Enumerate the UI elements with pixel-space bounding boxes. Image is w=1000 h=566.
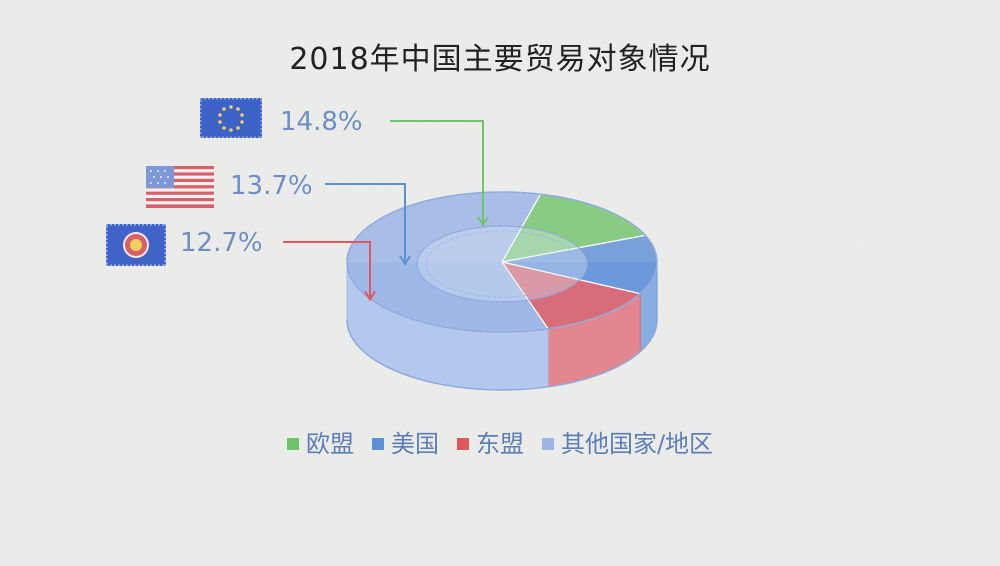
pie-top-face bbox=[346, 191, 658, 333]
legend-item-3: 其他国家/地区 bbox=[541, 424, 714, 459]
pie-top-rim bbox=[346, 191, 658, 333]
eu-percent-label: 14.8% bbox=[280, 107, 363, 137]
inner-ring-inner bbox=[425, 230, 579, 298]
leader-line-2 bbox=[283, 241, 371, 300]
legend-item-0: 欧盟 bbox=[286, 424, 354, 459]
asean-percent-label: 12.7% bbox=[180, 228, 263, 258]
asean-flag-icon bbox=[106, 224, 166, 266]
pie-inner-ring bbox=[416, 225, 588, 303]
leader-line-0 bbox=[390, 120, 484, 226]
legend-label-3: 其他国家/地区 bbox=[560, 430, 714, 458]
legend-label-1: 美国 bbox=[390, 430, 439, 458]
pie-bottom-rim bbox=[346, 319, 658, 391]
legend-swatch-0 bbox=[286, 438, 299, 450]
legend: 欧盟 美国 东盟 其他国家/地区 bbox=[0, 424, 1000, 459]
leader-arrow-1 bbox=[399, 255, 411, 266]
legend-swatch-2 bbox=[456, 438, 469, 450]
legend-label-0: 欧盟 bbox=[305, 430, 354, 458]
leader-arrow-2 bbox=[364, 290, 376, 302]
inner-ring-outer bbox=[416, 225, 588, 303]
chart-title: 2018年中国主要贸易对象情况 bbox=[289, 42, 711, 77]
legend-item-1: 美国 bbox=[371, 424, 439, 459]
legend-swatch-1 bbox=[371, 438, 384, 450]
eu-flag-icon bbox=[200, 98, 262, 138]
leader-lines bbox=[283, 120, 489, 302]
legend-label-2: 东盟 bbox=[475, 430, 524, 458]
us-flag-icon bbox=[146, 166, 214, 208]
legend-swatch-3 bbox=[541, 438, 554, 450]
leader-arrow-0 bbox=[477, 216, 489, 227]
leader-line-1 bbox=[325, 183, 406, 264]
legend-item-2: 东盟 bbox=[456, 424, 524, 459]
us-percent-label: 13.7% bbox=[230, 171, 313, 201]
